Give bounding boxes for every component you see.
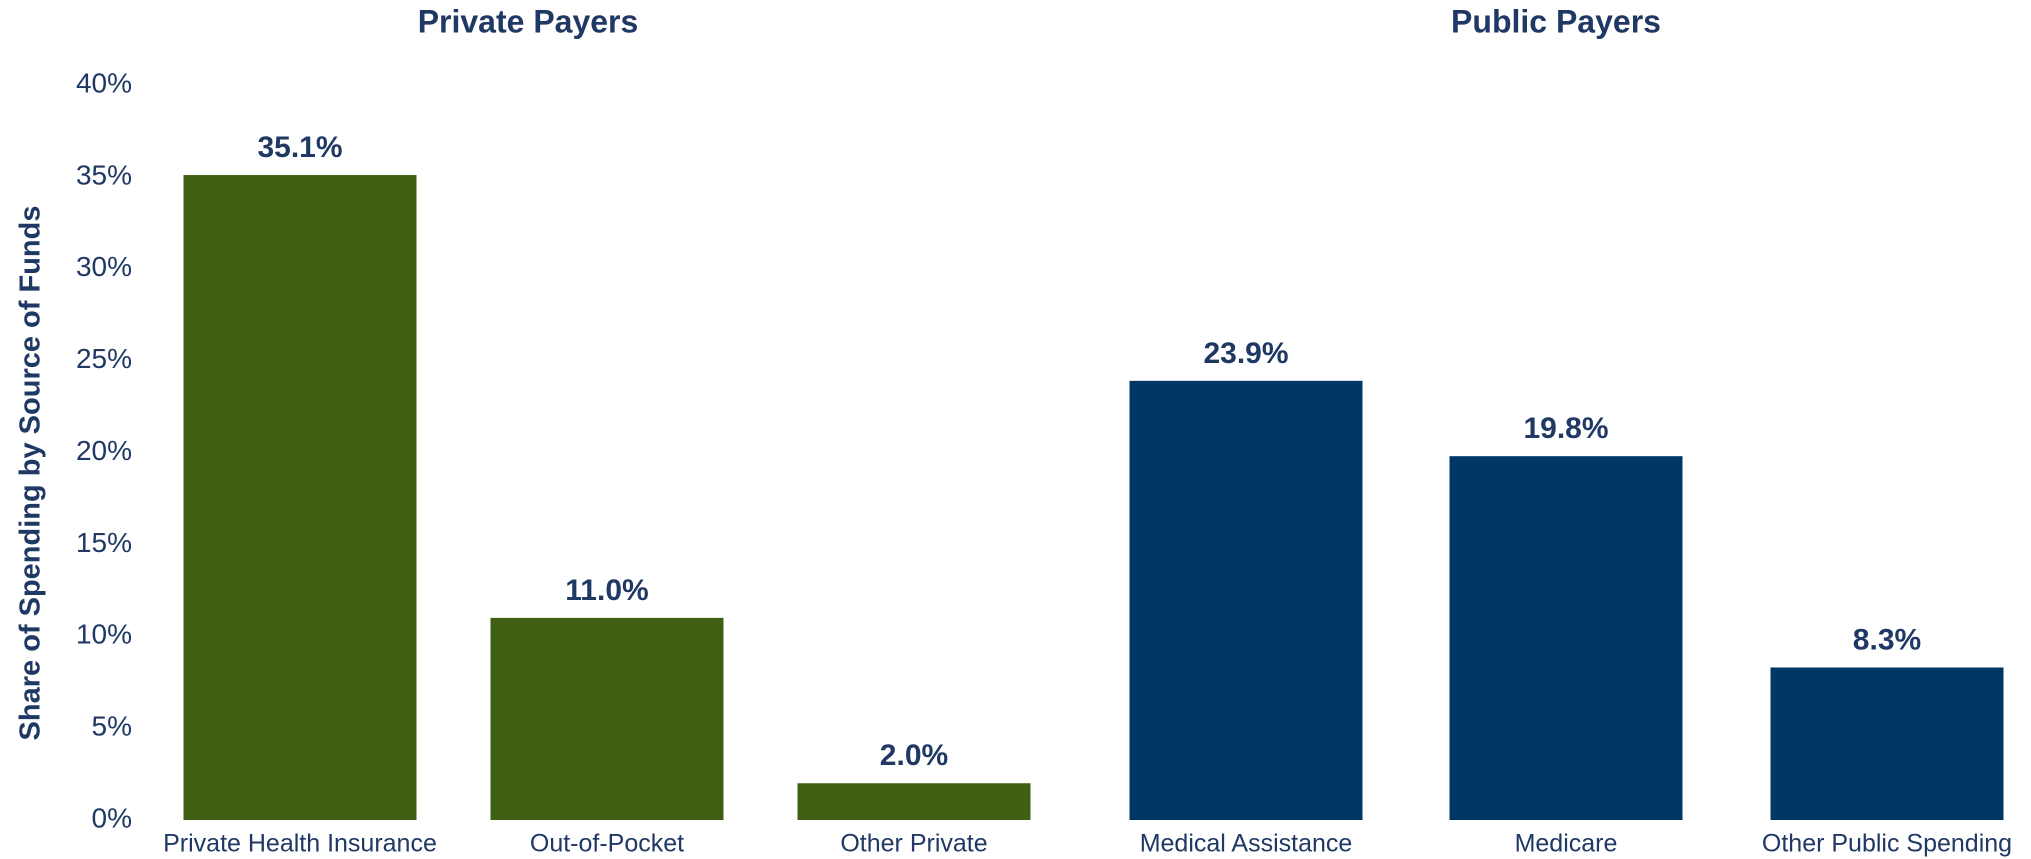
x-tick-label: Private Health Insurance xyxy=(163,830,437,858)
bar xyxy=(1129,380,1363,820)
value-label: 2.0% xyxy=(880,739,948,772)
y-tick-label: 20% xyxy=(76,435,132,466)
bar xyxy=(490,617,724,820)
x-tick-label: Other Private xyxy=(840,830,987,858)
y-tick-label: 5% xyxy=(92,711,132,742)
value-label: 11.0% xyxy=(565,574,648,607)
x-tick-label: Medicare xyxy=(1515,830,1618,858)
y-axis-label: Share of Spending by Source of Funds xyxy=(15,206,47,741)
y-tick-label: 30% xyxy=(76,251,132,282)
bar xyxy=(797,783,1031,820)
y-tick-label: 10% xyxy=(76,619,132,650)
value-label: 23.9% xyxy=(1203,337,1288,370)
x-tick-label: Out-of-Pocket xyxy=(530,830,684,858)
group-title: Private Payers xyxy=(418,3,639,39)
x-tick-label: Other Public Spending xyxy=(1762,830,2012,858)
x-tick-label: Medical Assistance xyxy=(1140,830,1353,858)
y-tick-label: 15% xyxy=(76,527,132,558)
bar xyxy=(183,175,417,821)
y-tick-label: 25% xyxy=(76,343,132,374)
bar xyxy=(1449,456,1683,820)
y-tick-label: 40% xyxy=(76,67,132,98)
bar xyxy=(1770,667,2004,820)
value-label: 8.3% xyxy=(1853,623,1921,656)
value-label: 35.1% xyxy=(257,131,342,164)
value-label: 19.8% xyxy=(1523,412,1608,445)
y-tick-label: 35% xyxy=(76,159,132,190)
y-tick-label: 0% xyxy=(92,802,132,833)
group-title: Public Payers xyxy=(1451,3,1661,39)
